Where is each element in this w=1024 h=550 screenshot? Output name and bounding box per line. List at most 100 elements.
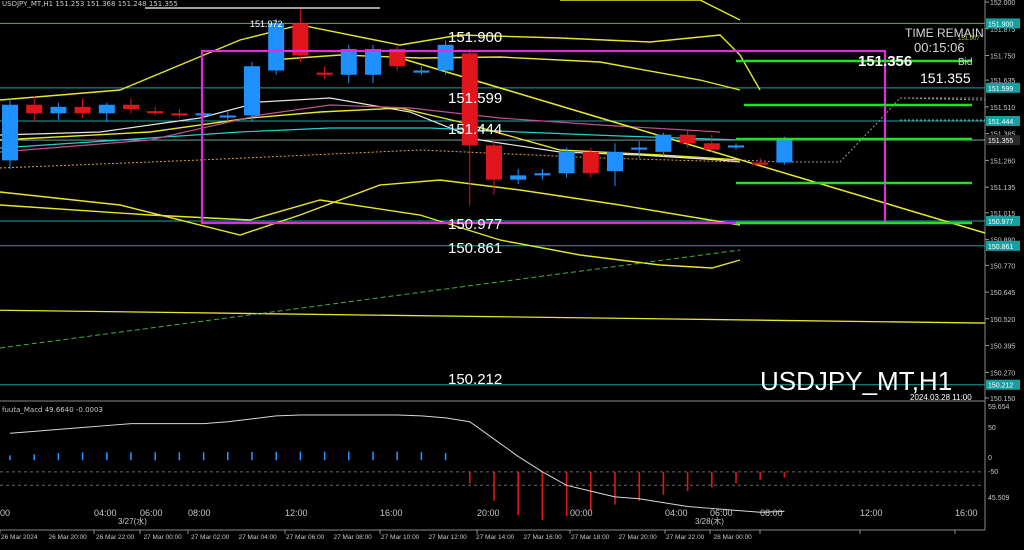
price-tick-label: 150.270 (990, 370, 1015, 377)
price-tick-label: 150.770 (990, 263, 1015, 270)
time-tick-label: 16:00 (380, 508, 403, 518)
price-tag-bg (986, 240, 1020, 251)
time-axis-date-label: 27 Mar 18:00 (571, 534, 610, 541)
time-tick-label: 16:00 (955, 508, 978, 518)
price-tick-label: 150.520 (990, 317, 1015, 324)
price-tick-label: 151.015 (990, 211, 1015, 218)
price-tag-label: 150.977 (988, 219, 1013, 226)
time-axis-date-label: 26 Mar 22:00 (96, 534, 135, 541)
candle-body (50, 106, 67, 114)
time-tick-label: 08:00 (760, 508, 783, 518)
dotted-ma-line (0, 149, 741, 169)
candle-body (534, 173, 551, 176)
candle-body (244, 66, 260, 116)
candle-body (340, 49, 357, 75)
time-tick-label: 08:00 (188, 508, 211, 518)
time-tick-label: 12:00 (860, 508, 883, 518)
time-axis-date-label: 27 Mar 16:00 (524, 534, 563, 541)
price-tick-label: 151.750 (990, 54, 1015, 61)
candle-body (195, 113, 212, 116)
candle-body (123, 104, 139, 110)
candle-body (728, 145, 744, 148)
price-tick-label: 151.510 (990, 105, 1015, 112)
date-mark: 3/28(木) (695, 516, 724, 526)
price-tick-label: 151.635 (990, 78, 1015, 85)
time-axis-date-label: 27 Mar 20:00 (619, 534, 658, 541)
time-axis-date-label: 27 Mar 22:00 (666, 534, 705, 541)
candle-body (389, 49, 406, 67)
projection-box (899, 97, 986, 121)
price-tick-label: 152.000 (990, 0, 1015, 7)
price-tag-label: 151.599 (988, 86, 1013, 93)
range-box (200, 49, 887, 225)
price-tick-label: 150.150 (990, 396, 1015, 403)
macd-scale-label: 0 (988, 455, 992, 462)
macd-scale-label: -50 (988, 469, 998, 476)
time-tick-label: 12:00 (285, 508, 308, 518)
candle-body (776, 138, 793, 163)
macd-scale-label: 45.509 (988, 495, 1010, 502)
price-tag-label: 150.212 (988, 383, 1013, 390)
candle-body (147, 111, 164, 114)
candle-body (316, 72, 333, 75)
time-remain-value: 00:15:06 (914, 40, 965, 55)
time-axis-date-label: 27 Mar 00:00 (144, 534, 183, 541)
moving-average-line (0, 97, 741, 163)
date-mark: 3/27(水) (118, 516, 147, 526)
candle-body (631, 147, 648, 150)
time-tick-label: 04:00 (665, 508, 688, 518)
bid-label: Bid (958, 57, 973, 68)
candle-body (98, 104, 115, 114)
candle-body (413, 70, 430, 73)
candle-body (268, 23, 285, 71)
candle-body (365, 49, 381, 75)
bollinger-band-line (0, 107, 741, 161)
time-axis-date-label: 27 Mar 10:00 (381, 534, 420, 541)
time-tick-label: 00 (0, 508, 10, 518)
price-tag-bg (986, 82, 1020, 93)
time-axis-date-label: 26 Mar 20:00 (49, 534, 88, 541)
price-tick-label: 150.645 (990, 290, 1015, 297)
time-tick-label: 06:00 (140, 508, 163, 518)
time-tick-label: 04:00 (94, 508, 117, 518)
price-tick-label: 151.875 (990, 27, 1015, 34)
price-tick-label: 150.395 (990, 344, 1015, 351)
bollinger-band-line (269, 54, 741, 91)
candle-body (292, 23, 309, 56)
chart-timestamp: 2024.03.28 11:00 (910, 393, 972, 402)
candle-body (219, 115, 236, 118)
price-tick-label: 151.135 (990, 185, 1015, 192)
green-dashed-trendline (0, 249, 741, 349)
candle-body (510, 175, 527, 180)
level-label-151599: 151.599 (448, 90, 503, 107)
level-label-150861: 150.861 (448, 240, 503, 257)
time-axis-date-label: 27 Mar 06:00 (286, 534, 325, 541)
candle-body (437, 44, 454, 71)
moving-average-line (0, 104, 721, 153)
bollinger-band-line (0, 24, 761, 101)
time-axis-date-label: 27 Mar 02:00 (191, 534, 230, 541)
time-tick-label: 00:00 (570, 508, 593, 518)
time-axis-date-label: 27 Mar 14:00 (476, 534, 515, 541)
candle-body (74, 106, 91, 114)
bid-price: 151.355 (920, 70, 971, 86)
indicator-label: fuuta_Macd 49.6640 -0.0003 (2, 406, 103, 414)
macd-signal-line (9, 414, 785, 513)
level-label-150977: 150.977 (448, 216, 503, 233)
macd-scale-label: 50 (988, 425, 996, 432)
candle-body (655, 134, 672, 152)
candle-body (607, 151, 623, 172)
candle-body (486, 145, 502, 180)
price-tag-label: 151.444 (988, 119, 1013, 126)
level-label-151900: 151.900 (448, 29, 503, 46)
projection-dotted-line (739, 97, 985, 163)
level-label-151444: 151.444 (448, 121, 503, 138)
symbol-watermark: USDJPY_MT,H1 (760, 366, 953, 396)
yellow-horizontal-line (0, 309, 986, 324)
time-axis-date-label: 28 Mar 00:00 (714, 534, 753, 541)
price-tag-label: 151.900 (988, 21, 1013, 28)
chart-header: USDJPY_MT,H1 151.253 151.368 151.248 151… (2, 0, 178, 8)
macd-scale-label: 59.654 (988, 404, 1010, 411)
time-axis-date-label: 27 Mar 12:00 (429, 534, 468, 541)
